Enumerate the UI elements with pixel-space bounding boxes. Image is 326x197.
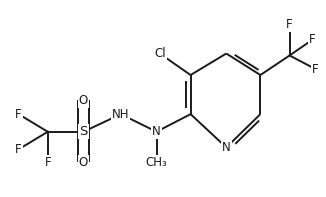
Text: O: O bbox=[79, 94, 88, 107]
Text: F: F bbox=[286, 18, 293, 31]
Text: F: F bbox=[15, 108, 22, 121]
Text: O: O bbox=[79, 156, 88, 169]
Text: F: F bbox=[309, 33, 316, 46]
Text: N: N bbox=[222, 141, 231, 154]
Text: F: F bbox=[44, 156, 51, 169]
Text: CH₃: CH₃ bbox=[146, 156, 167, 169]
Text: Cl: Cl bbox=[154, 47, 166, 60]
Text: N: N bbox=[152, 125, 161, 138]
Text: NH: NH bbox=[112, 108, 129, 121]
Text: F: F bbox=[312, 63, 319, 76]
Text: S: S bbox=[79, 125, 88, 138]
Text: F: F bbox=[15, 143, 22, 156]
